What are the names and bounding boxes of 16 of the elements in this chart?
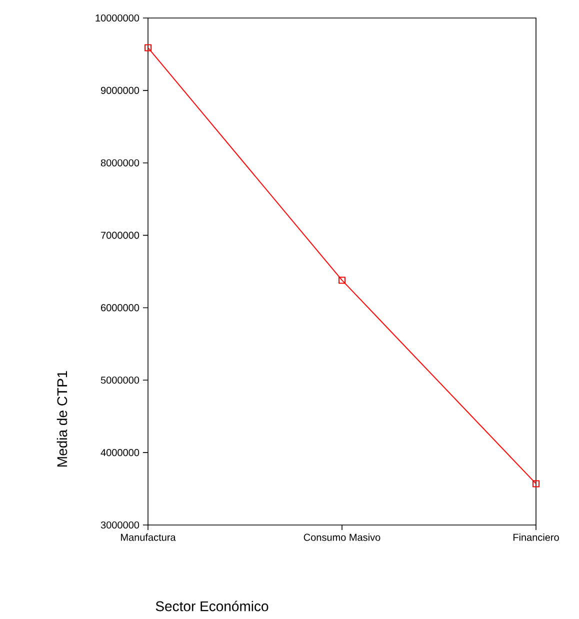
y-axis-title: Media de CTP1 (56, 371, 68, 466)
y-tick-label: 4000000 (100, 449, 140, 456)
y-tick-label: 6000000 (101, 304, 140, 312)
x-tick-label: Consumo Masivo (304, 534, 380, 541)
point (338, 276, 346, 284)
y-tick-label: 3000000 (100, 521, 140, 529)
point (532, 480, 540, 488)
x-tick-label: Financiero (513, 534, 559, 541)
y-tick-label: 7000000 (101, 232, 140, 239)
y-tick-label: 5000000 (100, 376, 140, 384)
x-axis-title: Sector Económico (156, 600, 268, 612)
point (144, 44, 152, 52)
x-tick-label: Manufactura (121, 534, 176, 541)
y-tick-label: 10000000 (96, 14, 140, 22)
y-tick-label: 9000000 (101, 86, 140, 94)
y-tick-label: 8000000 (100, 159, 140, 166)
